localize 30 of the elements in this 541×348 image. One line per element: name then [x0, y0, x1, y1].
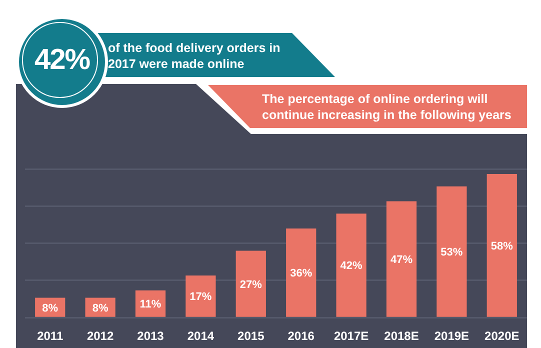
data-label: 8%: [42, 302, 58, 314]
data-label: 47%: [390, 254, 413, 266]
data-label: 53%: [440, 246, 463, 259]
x-tick-label: 2012: [86, 329, 114, 344]
x-tick-label: 2014: [187, 329, 214, 344]
data-label: 17%: [190, 291, 212, 304]
x-tick-label: 2013: [137, 329, 164, 344]
x-tick-label: 2020E: [484, 329, 520, 344]
bar: [336, 214, 366, 317]
bar: [386, 201, 417, 317]
x-tick-label: 2011: [37, 329, 64, 344]
data-label: 36%: [290, 268, 312, 280]
text: The percentage of online ordering will continue increasing in the following years: [262, 91, 512, 123]
bar: [436, 186, 467, 317]
data-label: 8%: [92, 302, 108, 314]
bar: [236, 250, 266, 317]
bar: [186, 275, 216, 317]
data-label: 11%: [140, 298, 162, 311]
data-label: 42%: [340, 260, 363, 272]
x-tick-label: 2015: [238, 329, 265, 344]
x-tick-label: 2019E: [434, 329, 470, 344]
chart-title: 42%: [33, 44, 91, 77]
data-label: 27%: [240, 278, 262, 291]
x-tick-label: 2016: [288, 329, 315, 344]
x-tick-label: 2017E: [334, 329, 369, 344]
chart-subtitle: of the food delivery orders in 2017 were made online: [108, 40, 282, 72]
bar: [286, 228, 316, 317]
data-label: 58%: [490, 240, 514, 252]
x-tick-label: 2018E: [384, 329, 419, 344]
bar: [486, 174, 517, 317]
